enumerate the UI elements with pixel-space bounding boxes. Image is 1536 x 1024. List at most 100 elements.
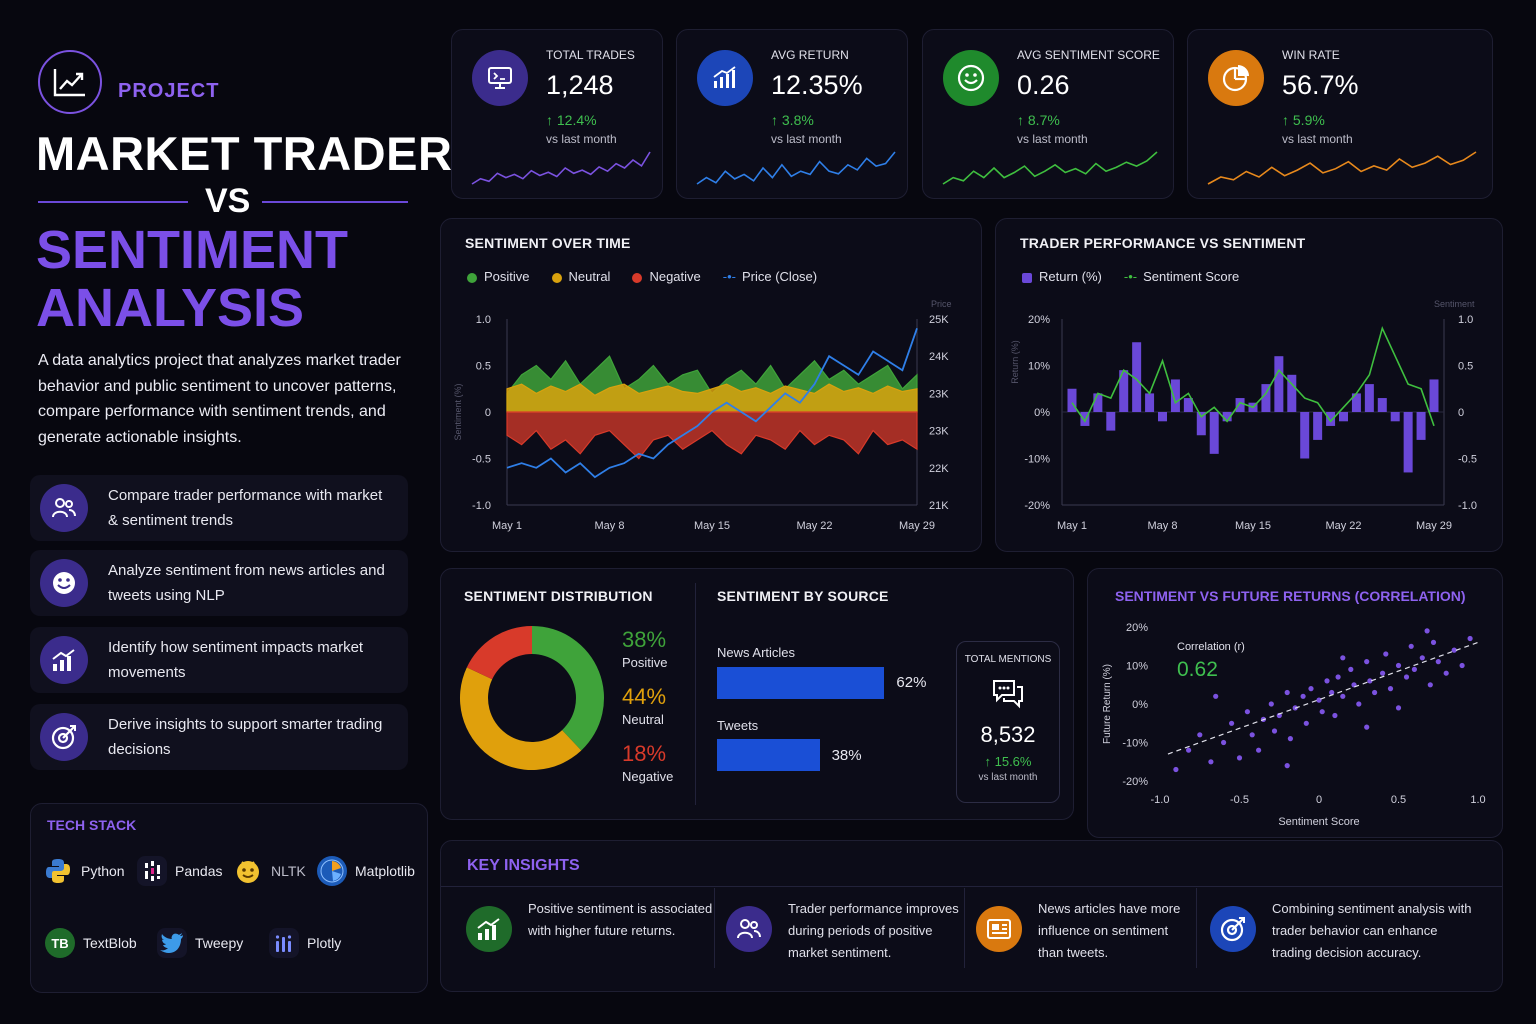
mentions-change: ↑ 15.6% bbox=[984, 754, 1032, 769]
newspaper-icon bbox=[976, 906, 1022, 952]
project-tag: PROJECT bbox=[118, 80, 220, 102]
pie-chart-icon bbox=[1208, 50, 1264, 106]
series-negative-area bbox=[506, 411, 918, 460]
correlation-label: Correlation (r) bbox=[1177, 641, 1245, 653]
scatter-point bbox=[1186, 747, 1192, 753]
total-mentions-card: TOTAL MENTIONS 8,532 ↑ 15.6% vs last mon… bbox=[956, 641, 1060, 803]
series-neutral-area bbox=[506, 383, 918, 413]
y-tick-label-right: 21K bbox=[929, 500, 949, 512]
sentiment-donut-chart bbox=[459, 626, 605, 771]
x-tick-label: May 29 bbox=[1416, 520, 1452, 532]
tech-item-tweepy: Tweepy bbox=[157, 928, 243, 958]
scatter-point bbox=[1244, 709, 1250, 715]
return-bar bbox=[1170, 379, 1180, 412]
scatter-point bbox=[1256, 747, 1262, 753]
chat-bubbles-icon bbox=[957, 677, 1059, 714]
insights-divider bbox=[441, 886, 1502, 887]
y-tick-label-right: 23K bbox=[929, 426, 949, 438]
scatter-point bbox=[1367, 678, 1373, 684]
sentiment-over-time-panel: SENTIMENT OVER TIME Positive Neutral Neg… bbox=[440, 218, 982, 552]
title-line1: MARKET TRADER bbox=[36, 127, 453, 180]
return-bar bbox=[1300, 412, 1310, 459]
kpi-label: AVG SENTIMENT SCORE bbox=[1017, 48, 1160, 62]
kpi-label: TOTAL TRADES bbox=[546, 48, 635, 62]
kpi-value: 1,248 bbox=[546, 70, 614, 100]
legend-item: -•- Price (Close) bbox=[722, 269, 818, 284]
x-tick-label: May 15 bbox=[1235, 520, 1271, 532]
kpi-sub: vs last month bbox=[1282, 132, 1353, 146]
x-tick-label: May 1 bbox=[492, 520, 522, 532]
kpi-value: 56.7% bbox=[1282, 70, 1359, 100]
tech-label: Tweepy bbox=[195, 935, 244, 951]
y-tick-label: 0 bbox=[485, 407, 491, 419]
return-bar bbox=[1274, 356, 1284, 412]
tech-item-nltk: NLTK bbox=[233, 856, 306, 886]
sentiment-line bbox=[1071, 325, 1435, 427]
y-tick-label-right: 23K bbox=[929, 388, 949, 400]
return-bar bbox=[1106, 412, 1116, 431]
scatter-point bbox=[1340, 655, 1346, 661]
scatter-point bbox=[1287, 736, 1293, 742]
mentions-sub: vs last month bbox=[978, 772, 1038, 783]
y-tick-label-right: 0 bbox=[1458, 407, 1464, 419]
slice-label: Positive bbox=[622, 655, 668, 670]
y-tick-label: 10% bbox=[1028, 361, 1050, 373]
kpi-card-avg-return: AVG RETURN 12.35% ↑ 3.8% vs last month bbox=[676, 29, 908, 199]
tech-label: Plotly bbox=[307, 935, 342, 951]
source-label: Tweets bbox=[717, 718, 759, 733]
scatter-point bbox=[1395, 705, 1402, 711]
y-tick-label: 10% bbox=[1126, 661, 1148, 673]
sentiment-over-time-chart: 1.0 0.5 0 -0.5 -1.0 25K 24K 23K 23K 22K 21K May 1 Ma… bbox=[453, 299, 952, 532]
scatter-point bbox=[1427, 682, 1433, 688]
scatter-point bbox=[1408, 643, 1414, 649]
scatter-point bbox=[1348, 666, 1354, 672]
y-tick-label: -20% bbox=[1024, 500, 1050, 512]
tech-label: Python bbox=[81, 863, 125, 879]
return-bar bbox=[1261, 384, 1271, 412]
tech-item-plotly: Plotly bbox=[269, 928, 341, 958]
return-bar bbox=[1067, 388, 1077, 412]
kpi-change: ↑ 12.4% bbox=[546, 112, 597, 128]
scatter-point bbox=[1411, 666, 1417, 672]
donut-legend: 38% Positive 44% Neutral 18% Negative bbox=[622, 627, 673, 784]
legend-item: Neutral bbox=[551, 269, 610, 284]
x-tick-label: May 8 bbox=[1148, 520, 1178, 532]
users-icon bbox=[40, 484, 88, 532]
return-bar bbox=[1235, 398, 1245, 412]
return-bar bbox=[1158, 412, 1167, 422]
scatter-point bbox=[1197, 732, 1203, 738]
insight-divider bbox=[964, 888, 965, 968]
y-tick-label: -0.5 bbox=[472, 454, 491, 466]
vs-divider-right bbox=[262, 201, 408, 203]
kpi-label: AVG RETURN bbox=[771, 48, 849, 62]
trader-performance-panel: TRADER PERFORMANCE VS SENTIMENT Return (… bbox=[995, 218, 1503, 552]
insight-text: Trader performance improves during perio… bbox=[788, 901, 959, 960]
insight-item: Trader performance improves during perio… bbox=[726, 898, 966, 964]
return-bar bbox=[1209, 412, 1219, 454]
return-bar bbox=[1377, 398, 1387, 412]
kpi-sub: vs last month bbox=[546, 132, 617, 146]
plotly-icon bbox=[269, 928, 299, 958]
return-bar bbox=[1416, 412, 1426, 440]
textblob-icon: TB bbox=[45, 928, 75, 958]
panel-divider bbox=[695, 583, 696, 805]
y-tick-label-right: 25K bbox=[929, 314, 949, 326]
scatter-point bbox=[1329, 689, 1335, 696]
sparkline-series bbox=[471, 151, 651, 185]
kpi-sparkline bbox=[696, 151, 896, 185]
scatter-point bbox=[1173, 766, 1179, 773]
chart-legend: Return (%) -•- Sentiment Score bbox=[1022, 269, 1239, 284]
distribution-source-panel: SENTIMENT DISTRIBUTION 38% Positive 44% … bbox=[440, 568, 1074, 820]
tech-label: TextBlob bbox=[83, 935, 137, 951]
insights-title: KEY INSIGHTS bbox=[467, 857, 580, 874]
scatter-point bbox=[1356, 701, 1362, 707]
x-tick-label: 1.0 bbox=[1470, 794, 1485, 806]
source-value: 38% bbox=[831, 747, 862, 764]
tech-label: Matplotlib bbox=[355, 863, 415, 879]
return-bar bbox=[1196, 412, 1206, 436]
smile-icon bbox=[40, 559, 88, 607]
y-tick-label: -20% bbox=[1122, 776, 1148, 788]
return-bar bbox=[1287, 374, 1297, 412]
y-axis-label: Sentiment (%) bbox=[453, 383, 463, 440]
correlation-scatter-chart: 20% 10% 0% -10% -20%-1.0 -0.5 0 0.5 1.0 Sentiment… bbox=[1102, 622, 1486, 828]
